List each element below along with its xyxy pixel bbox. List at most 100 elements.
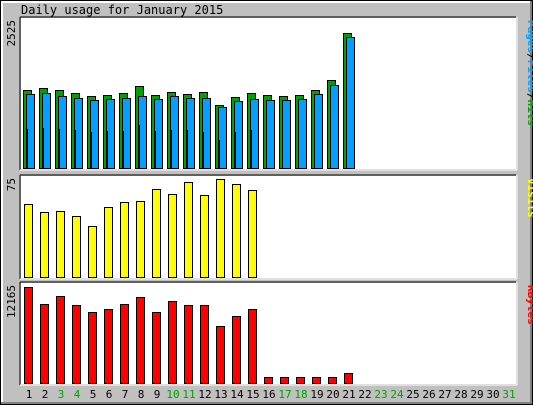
bar-visits — [248, 190, 257, 278]
x-tick-label: 5 — [90, 388, 97, 401]
bar-files — [282, 100, 291, 169]
bar-visits — [56, 211, 65, 278]
bar-visits — [40, 212, 49, 278]
bar-kbytes — [72, 305, 81, 384]
y-axis-label-part: Visits — [525, 178, 533, 218]
y-axis-label-part: / — [525, 53, 533, 60]
x-tick-label: 7 — [122, 388, 129, 401]
bar-visits — [104, 207, 113, 278]
bar-files — [250, 99, 259, 169]
bar-kbytes — [168, 301, 177, 384]
chart-title: Daily usage for January 2015 — [21, 3, 223, 17]
bar-kbytes — [344, 373, 353, 384]
panel-kbytes: 12165 KBytes — [5, 281, 533, 386]
bar-visits — [168, 194, 177, 278]
bar-kbytes — [200, 305, 209, 384]
bar-files — [138, 96, 147, 169]
bar-files — [330, 85, 339, 169]
x-tick-label: 29 — [470, 388, 483, 401]
bar-visits — [216, 179, 225, 278]
x-tick-label: 4 — [74, 388, 81, 401]
bar-kbytes — [296, 377, 305, 384]
panel-background — [21, 176, 516, 278]
bar-visits — [232, 184, 241, 278]
x-tick-label: 9 — [154, 388, 161, 401]
bar-kbytes — [24, 287, 33, 384]
bar-kbytes — [56, 296, 65, 384]
bar-files — [74, 98, 83, 169]
bar-visits — [72, 216, 81, 278]
x-tick-label: 6 — [106, 388, 113, 401]
bar-visits — [88, 226, 97, 278]
y-axis-label: Pages/Files/Hits — [525, 20, 533, 126]
bar-kbytes — [248, 309, 257, 384]
y-axis-label: KBytes — [525, 285, 533, 325]
bar-files — [186, 98, 195, 169]
y-axis-label: Visits — [525, 178, 533, 218]
bar-kbytes — [40, 304, 49, 384]
x-tick-label: 13 — [214, 388, 227, 401]
outer-bevel-left — [1, 1, 3, 404]
x-tick-label: 16 — [262, 388, 275, 401]
bar-files — [170, 96, 179, 169]
x-tick-label: 23 — [374, 388, 387, 401]
bar-files — [122, 98, 131, 169]
y-axis-label-part: KBytes — [525, 285, 533, 325]
bar-files — [58, 96, 67, 169]
bar-visits — [184, 182, 193, 278]
x-tick-label: 11 — [182, 388, 195, 401]
bar-files — [90, 100, 99, 169]
x-tick-label: 27 — [438, 388, 451, 401]
x-tick-label: 17 — [278, 388, 291, 401]
panel-hits: 2525 Pages/Files/Hits — [5, 16, 533, 171]
y-tick-label: 12165 — [5, 285, 18, 318]
bar-kbytes — [152, 312, 161, 384]
bar-kbytes — [216, 326, 225, 384]
y-axis-label-part: Files — [525, 60, 533, 93]
bar-kbytes — [120, 304, 129, 384]
x-tick-label: 25 — [406, 388, 419, 401]
bar-files — [154, 99, 163, 169]
panel-visits: 75 Visits — [5, 174, 533, 280]
x-tick-label: 30 — [486, 388, 499, 401]
bar-files — [346, 37, 355, 169]
outer-bevel-top — [1, 1, 532, 3]
bar-kbytes — [104, 309, 113, 384]
bar-files — [218, 107, 227, 169]
x-tick-label: 1 — [26, 388, 33, 401]
bar-visits — [24, 204, 33, 278]
bar-kbytes — [232, 316, 241, 384]
x-tick-label: 20 — [326, 388, 339, 401]
x-tick-label: 12 — [198, 388, 211, 401]
bar-kbytes — [136, 297, 145, 384]
y-tick-label: 2525 — [5, 20, 18, 47]
outer-bevel-right — [530, 1, 532, 404]
x-tick-label: 19 — [310, 388, 323, 401]
x-tick-label: 2 — [42, 388, 49, 401]
x-tick-label: 22 — [358, 388, 371, 401]
x-axis: 1 2 3 4 5 6 7 8 9 10 11 12 13 14 15 16 17 18 19 20 21 22 23 24 2… — [26, 388, 516, 401]
x-tick-label: 31 — [502, 388, 515, 401]
bar-files — [106, 99, 115, 169]
bar-files — [298, 99, 307, 169]
x-tick-label: 24 — [390, 388, 404, 401]
bar-visits — [152, 189, 161, 278]
x-tick-label: 21 — [342, 388, 355, 401]
bar-files — [42, 93, 51, 169]
bar-kbytes — [312, 377, 321, 384]
bar-visits — [200, 195, 209, 278]
bar-kbytes — [328, 377, 337, 384]
x-tick-label: 8 — [138, 388, 145, 401]
x-tick-label: 18 — [294, 388, 307, 401]
outer-bevel-bottom — [1, 402, 532, 404]
bar-kbytes — [184, 305, 193, 384]
x-tick-label: 14 — [230, 388, 244, 401]
bar-visits — [136, 201, 145, 278]
bar-kbytes — [264, 377, 273, 384]
y-tick-label: 75 — [5, 178, 18, 191]
x-tick-label: 3 — [58, 388, 65, 401]
bar-kbytes — [88, 312, 97, 384]
panel-background — [21, 283, 516, 384]
chart-panels: 2525 Pages/Files/Hits 75 Visits 12165 KBytes — [5, 16, 533, 386]
